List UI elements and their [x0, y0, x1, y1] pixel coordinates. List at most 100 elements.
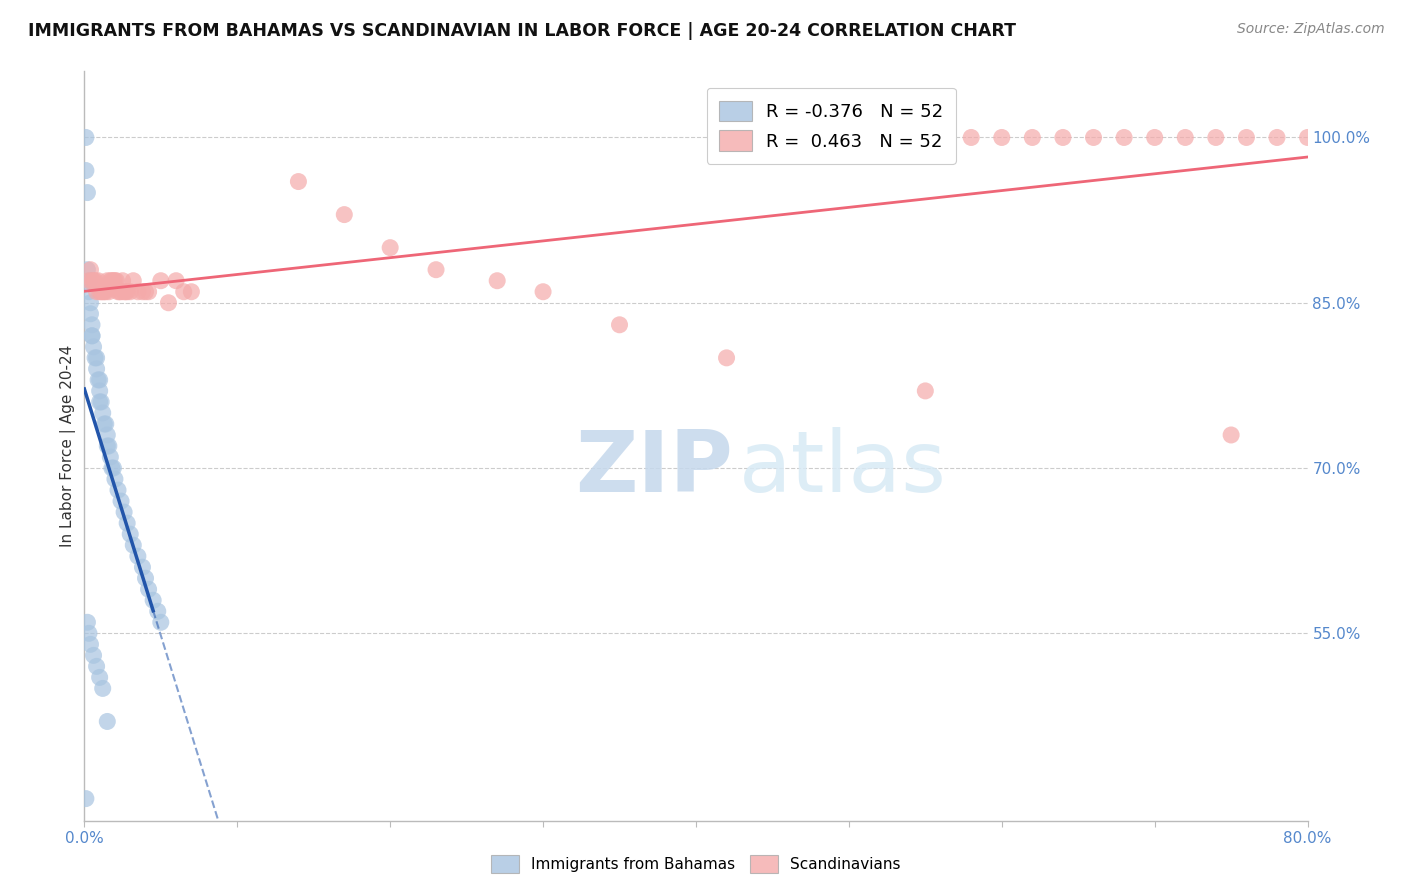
Point	[94, 285, 117, 299]
Point	[960, 130, 983, 145]
Point	[1021, 130, 1043, 145]
Point	[104, 274, 127, 288]
Point	[149, 274, 172, 288]
Point	[86, 285, 108, 299]
Point	[104, 472, 127, 486]
Point	[110, 494, 132, 508]
Point	[86, 351, 108, 365]
Point	[98, 274, 121, 288]
Point	[111, 274, 134, 288]
Point	[122, 274, 145, 288]
Point	[90, 285, 112, 299]
Point	[89, 285, 111, 299]
Point	[173, 285, 195, 299]
Point	[97, 439, 120, 453]
Point	[138, 285, 160, 299]
Point	[86, 659, 108, 673]
Point	[108, 285, 131, 299]
Point	[120, 285, 142, 299]
Point	[1083, 130, 1105, 145]
Point	[138, 582, 160, 597]
Point	[80, 274, 103, 288]
Point	[165, 274, 187, 288]
Point	[79, 637, 101, 651]
Point	[91, 681, 114, 696]
Point	[76, 262, 98, 277]
Point	[127, 549, 149, 564]
Point	[1265, 130, 1288, 145]
Point	[107, 285, 129, 299]
Point	[93, 285, 115, 299]
Point	[180, 285, 202, 299]
Point	[87, 373, 110, 387]
Point	[103, 461, 125, 475]
Point	[96, 428, 118, 442]
Point	[1143, 130, 1166, 145]
Point	[898, 130, 921, 145]
Text: Source: ZipAtlas.com: Source: ZipAtlas.com	[1237, 22, 1385, 37]
Point	[84, 351, 107, 365]
Point	[112, 285, 135, 299]
Point	[914, 384, 936, 398]
Point	[131, 560, 153, 574]
Point	[98, 450, 121, 464]
Text: ZIP: ZIP	[575, 427, 733, 510]
Legend: Immigrants from Bahamas, Scandinavians: Immigrants from Bahamas, Scandinavians	[484, 847, 908, 880]
Point	[142, 593, 165, 607]
Point	[97, 285, 120, 299]
Point	[380, 241, 402, 255]
Point	[103, 274, 125, 288]
Point	[114, 285, 136, 299]
Point	[101, 461, 124, 475]
Point	[157, 295, 180, 310]
Point	[101, 274, 124, 288]
Point	[89, 395, 111, 409]
Point	[96, 274, 118, 288]
Point	[77, 626, 100, 640]
Point	[96, 714, 118, 729]
Point	[287, 175, 309, 189]
Point	[87, 274, 110, 288]
Point	[75, 163, 97, 178]
Point	[127, 285, 149, 299]
Point	[486, 274, 509, 288]
Point	[869, 130, 891, 145]
Point	[89, 384, 111, 398]
Point	[131, 285, 153, 299]
Point	[77, 274, 100, 288]
Y-axis label: In Labor Force | Age 20-24: In Labor Force | Age 20-24	[60, 345, 76, 547]
Point	[89, 670, 111, 684]
Point	[531, 285, 554, 299]
Point	[1114, 130, 1136, 145]
Point	[79, 307, 101, 321]
Point	[91, 285, 114, 299]
Point	[80, 318, 103, 332]
Point	[91, 406, 114, 420]
Point	[115, 516, 138, 530]
Point	[80, 328, 103, 343]
Point	[1296, 130, 1319, 145]
Point	[76, 615, 98, 630]
Point	[929, 130, 952, 145]
Point	[122, 538, 145, 552]
Point	[135, 571, 157, 585]
Text: IMMIGRANTS FROM BAHAMAS VS SCANDINAVIAN IN LABOR FORCE | AGE 20-24 CORRELATION C: IMMIGRANTS FROM BAHAMAS VS SCANDINAVIAN …	[28, 22, 1017, 40]
Point	[90, 395, 112, 409]
Point	[120, 527, 142, 541]
Point	[107, 483, 129, 497]
Point	[89, 373, 111, 387]
Point	[425, 262, 447, 277]
Point	[149, 615, 172, 630]
Point	[75, 130, 97, 145]
Point	[110, 285, 132, 299]
Point	[135, 285, 157, 299]
Point	[1220, 428, 1243, 442]
Point	[1174, 130, 1197, 145]
Point	[83, 340, 105, 354]
Point	[115, 285, 138, 299]
Point	[1205, 130, 1227, 145]
Point	[93, 417, 115, 431]
Point	[84, 274, 107, 288]
Point	[1236, 130, 1258, 145]
Point	[146, 604, 169, 618]
